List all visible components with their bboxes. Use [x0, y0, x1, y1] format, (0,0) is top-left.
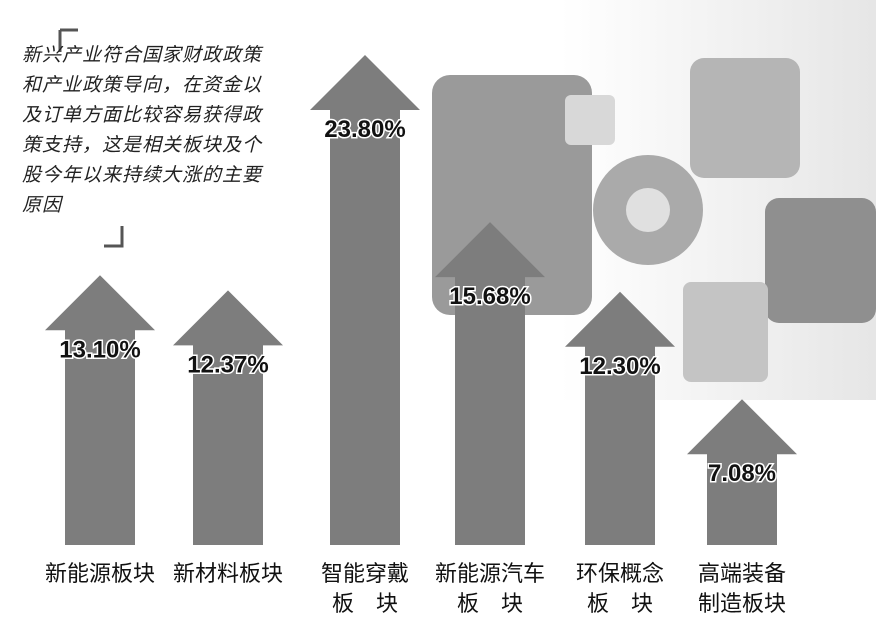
- value-label: 23.80%: [324, 116, 405, 143]
- photo-truck: [765, 198, 876, 323]
- arrow-bar: [687, 399, 797, 545]
- category-label: 高端装备 制造板块: [697, 562, 786, 617]
- value-label: 12.30%: [579, 353, 660, 380]
- value-label: 13.10%: [59, 336, 140, 363]
- category-label: 环保概念 板 块: [575, 562, 664, 617]
- value-label: 12.37%: [187, 351, 268, 378]
- photo-robot: [683, 282, 768, 382]
- arrow-bar: [45, 275, 155, 545]
- arrow-bar: [173, 290, 283, 545]
- photo-frame: [565, 95, 615, 145]
- category-label: 新材料板块: [172, 562, 283, 587]
- quote-mark: [58, 28, 78, 52]
- value-label: 7.08%: [708, 460, 776, 487]
- annotation: 新兴产业符合国家财政政策和产业政策导向，在资金以及订单方面比较容易获得政策支持，…: [22, 44, 263, 216]
- category-label: 智能穿戴 板 块: [320, 562, 409, 617]
- value-label: 15.68%: [449, 283, 530, 310]
- quote-mark: [104, 226, 124, 248]
- arrow-bar: [435, 222, 545, 546]
- category-label: 新能源汽车 板 块: [434, 562, 545, 617]
- category-label: 新能源板块: [44, 562, 155, 587]
- arrow-bar: [310, 55, 420, 545]
- arrow-bar: [565, 291, 675, 545]
- photo-wind-turbines: [690, 58, 800, 178]
- photo-steel-coil-core: [626, 188, 670, 232]
